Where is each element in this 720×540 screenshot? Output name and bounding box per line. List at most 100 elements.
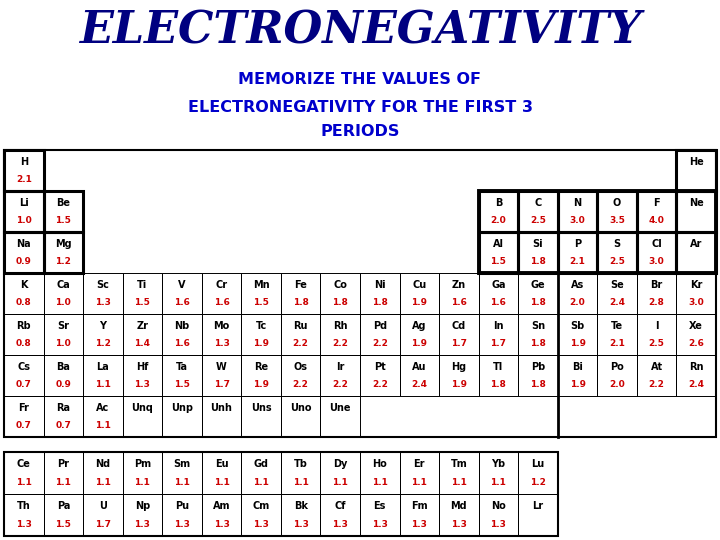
Text: Mn: Mn [253,280,269,289]
Text: Np: Np [135,501,150,511]
Bar [83,396,122,437]
Bar [162,452,202,494]
Text: Cs: Cs [17,362,30,372]
Text: 2.5: 2.5 [649,339,665,348]
Text: V: V [179,280,186,289]
Bar [558,355,598,396]
Text: Ra: Ra [56,403,71,413]
Bar [43,191,83,232]
Bar [637,314,677,355]
Text: Be: Be [56,198,71,207]
Text: 1.9: 1.9 [411,339,428,348]
Bar [162,355,202,396]
Text: Ti: Ti [138,280,148,289]
Text: 1.9: 1.9 [451,380,467,389]
Text: Tb: Tb [294,459,307,469]
Text: Uns: Uns [251,403,271,413]
Bar [4,150,716,437]
Text: Sc: Sc [96,280,109,289]
Bar [43,232,83,273]
Text: 1.0: 1.0 [55,339,71,348]
Text: Hg: Hg [451,362,467,372]
Text: 1.8: 1.8 [530,257,546,266]
Bar [598,191,637,232]
Bar [83,314,122,355]
Bar [598,314,637,355]
Bar [122,314,162,355]
Text: 1.5: 1.5 [55,216,71,225]
Text: Tc: Tc [256,321,266,330]
Text: 1.6: 1.6 [451,298,467,307]
Text: Se: Se [611,280,624,289]
Text: 1.6: 1.6 [174,298,190,307]
Text: 2.0: 2.0 [570,298,585,307]
Bar [518,494,558,536]
Text: Une: Une [330,403,351,413]
Text: 1.3: 1.3 [293,520,309,529]
Text: F: F [653,198,660,207]
Text: 1.1: 1.1 [135,478,150,487]
Text: Es: Es [374,501,386,511]
Text: 1.1: 1.1 [253,478,269,487]
Bar [677,191,716,232]
Bar [400,452,439,494]
Bar [320,314,360,355]
Bar [4,232,43,273]
Bar [320,494,360,536]
Bar [122,355,162,396]
Text: Dy: Dy [333,459,348,469]
Bar [202,355,241,396]
Bar [400,355,439,396]
Bar [677,355,716,396]
Bar [162,494,202,536]
Text: Hf: Hf [136,362,148,372]
Bar [202,314,241,355]
Text: 2.4: 2.4 [609,298,625,307]
Text: Pt: Pt [374,362,386,372]
Text: 2.8: 2.8 [649,298,665,307]
Text: Unh: Unh [211,403,233,413]
Text: 1.3: 1.3 [16,520,32,529]
Text: 0.8: 0.8 [16,339,32,348]
Text: La: La [96,362,109,372]
Text: Uno: Uno [290,403,312,413]
Text: 1.3: 1.3 [174,520,190,529]
Text: Cf: Cf [335,501,346,511]
Text: 2.4: 2.4 [411,380,428,389]
Text: 2.2: 2.2 [333,339,348,348]
Bar [439,494,479,536]
Text: He: He [689,157,703,166]
Bar [241,452,281,494]
Text: Sb: Sb [570,321,585,330]
Bar [122,494,162,536]
Text: 1.6: 1.6 [214,298,230,307]
Bar [558,232,598,273]
Text: 3.0: 3.0 [649,257,665,266]
Text: Mg: Mg [55,239,72,248]
Bar [439,452,479,494]
Text: 2.1: 2.1 [609,339,625,348]
Bar [43,355,83,396]
Text: Gd: Gd [253,459,269,469]
Text: As: As [571,280,584,289]
Text: 3.0: 3.0 [570,216,585,225]
Bar [241,273,281,314]
Bar [598,191,637,232]
Text: 1.5: 1.5 [174,380,190,389]
Bar [43,396,83,437]
Text: 2.1: 2.1 [570,257,585,266]
Text: 1.3: 1.3 [372,520,387,529]
Text: Bi: Bi [572,362,583,372]
Bar [320,355,360,396]
Bar [320,452,360,494]
Bar [4,150,43,191]
Text: 1.3: 1.3 [451,520,467,529]
Bar [202,273,241,314]
Text: Tl: Tl [493,362,503,372]
Text: 2.2: 2.2 [649,380,665,389]
Bar [479,452,518,494]
Bar [479,232,518,273]
Text: 1.5: 1.5 [135,298,150,307]
Text: 1.7: 1.7 [214,380,230,389]
Text: Nd: Nd [95,459,110,469]
